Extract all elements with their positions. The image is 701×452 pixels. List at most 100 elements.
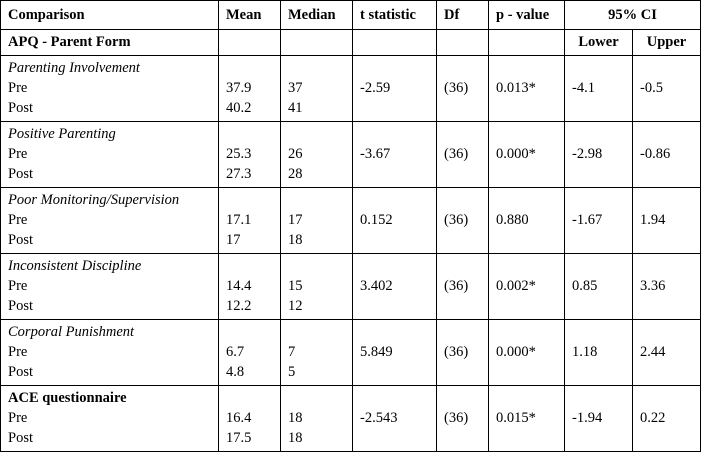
blank-line — [640, 296, 700, 316]
blank-line — [496, 98, 564, 118]
blank-line — [360, 322, 436, 342]
cell: Corporal Punishment Pre Post — [0, 319, 219, 386]
blank-line — [640, 190, 700, 210]
cell: 26 28 — [280, 121, 353, 188]
cell: -0.86 — [632, 121, 701, 188]
blank-line — [496, 322, 564, 342]
group-row: Poor Monitoring/Supervision Pre Post 17.1 17… — [0, 187, 701, 254]
group-row: Parenting Involvement Pre Post 37.9 40.2 37 41… — [0, 55, 701, 122]
blank-line — [640, 256, 700, 276]
cell: Parenting Involvement Pre Post — [0, 55, 219, 122]
row-label: Post — [8, 364, 33, 380]
group-label: Poor Monitoring/Supervision — [8, 192, 180, 208]
blank-line — [360, 256, 436, 276]
blank-line — [496, 256, 564, 276]
cell: 0.152 — [352, 187, 437, 254]
t-value: 3.402 — [360, 278, 393, 294]
cell: 5.849 — [352, 319, 437, 386]
blank-line — [640, 428, 700, 448]
cell: 2.44 — [632, 319, 701, 386]
blank-line — [640, 362, 700, 382]
header-cell: Upper — [632, 29, 701, 56]
cell: 0.000* — [488, 319, 565, 386]
blank-line — [360, 296, 436, 316]
row-label: Pre — [8, 212, 28, 228]
cell: Inconsistent Discipline Pre Post — [0, 253, 219, 320]
blank-line — [496, 388, 564, 408]
row-label: Post — [8, 298, 33, 314]
p-value: 0.015* — [496, 410, 536, 426]
cell: -2.543 — [352, 385, 437, 452]
cell: 14.4 12.2 — [218, 253, 281, 320]
blank-line — [444, 58, 488, 78]
header-cell: 95% CI — [564, 0, 701, 30]
median: 17 — [288, 212, 303, 228]
cell: 0.002* — [488, 253, 565, 320]
mean: 17.1 — [226, 212, 252, 228]
median: 5 — [288, 364, 296, 380]
blank-line — [572, 256, 632, 276]
cell: -2.98 — [564, 121, 633, 188]
blank-line — [444, 322, 488, 342]
blank-line — [640, 230, 700, 250]
blank-line — [226, 322, 280, 342]
blank-line — [572, 190, 632, 210]
cell: (36) — [436, 253, 489, 320]
blank-line — [226, 256, 280, 276]
cell: 3.36 — [632, 253, 701, 320]
median: 26 — [288, 146, 303, 162]
group-label: Positive Parenting — [8, 126, 116, 142]
cell: 0.880 — [488, 187, 565, 254]
upper-value: 2.44 — [640, 344, 666, 360]
blank-line — [288, 190, 352, 210]
mean: 6.7 — [226, 344, 245, 360]
blank-line — [444, 362, 488, 382]
blank-line — [360, 164, 436, 184]
blank-line — [288, 388, 352, 408]
blank-line — [572, 362, 632, 382]
cell: 0.85 — [564, 253, 633, 320]
cell: 0.013* — [488, 55, 565, 122]
cell: (36) — [436, 385, 489, 452]
group-label: ACE questionnaire — [8, 390, 127, 406]
blank-line — [288, 58, 352, 78]
cell: Poor Monitoring/Supervision Pre Post — [0, 187, 219, 254]
group-label: Inconsistent Discipline — [8, 258, 142, 274]
group-row: Inconsistent Discipline Pre Post 14.4 12.2 15… — [0, 253, 701, 320]
lower-value: 0.85 — [572, 278, 598, 294]
blank-line — [444, 256, 488, 276]
cell: -4.1 — [564, 55, 633, 122]
df-value: (36) — [444, 278, 469, 294]
section-cell: APQ - Parent Form — [0, 29, 219, 56]
blank-line — [360, 230, 436, 250]
cell — [218, 29, 281, 56]
cell: 37.9 40.2 — [218, 55, 281, 122]
cell: 25.3 27.3 — [218, 121, 281, 188]
blank-line — [444, 98, 488, 118]
header-row: Comparison Mean Median t statistic Df p … — [0, 0, 701, 30]
blank-line — [226, 58, 280, 78]
blank-line — [226, 190, 280, 210]
blank-line — [360, 428, 436, 448]
header-cell: t statistic — [352, 0, 437, 30]
row-label: Post — [8, 166, 33, 182]
blank-line — [360, 98, 436, 118]
blank-line — [288, 322, 352, 342]
t-value: 0.152 — [360, 212, 393, 228]
header-cell: Comparison — [0, 0, 219, 30]
cell: 15 12 — [280, 253, 353, 320]
cell: ACE questionnaire Pre Post — [0, 385, 219, 452]
blank-line — [572, 164, 632, 184]
blank-line — [640, 124, 700, 144]
blank-line — [496, 296, 564, 316]
cell: (36) — [436, 319, 489, 386]
header-cell: Mean — [218, 0, 281, 30]
blank-line — [444, 164, 488, 184]
mean: 4.8 — [226, 364, 245, 380]
blank-line — [640, 98, 700, 118]
median: 18 — [288, 430, 303, 446]
